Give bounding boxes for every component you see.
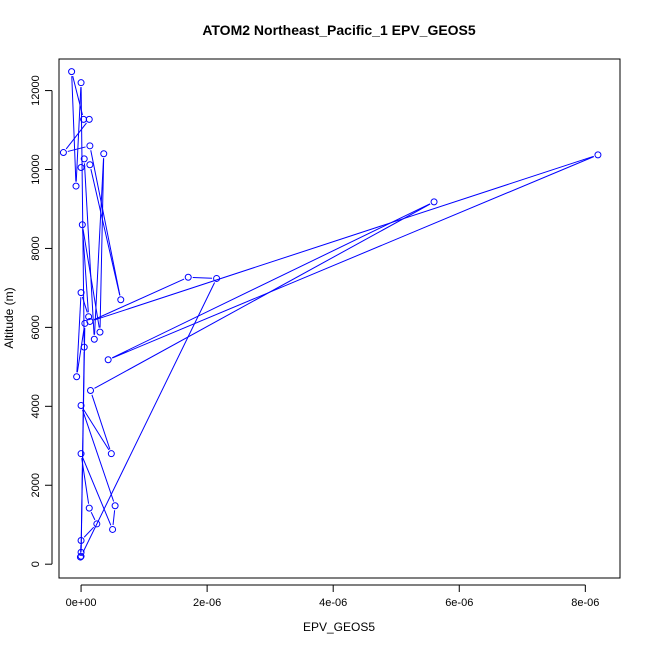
series-segment — [80, 351, 85, 548]
series-segment — [94, 155, 594, 321]
series-segment — [83, 163, 95, 335]
data-point — [81, 319, 89, 327]
series-segment — [81, 296, 88, 313]
data-point — [213, 274, 221, 282]
x-tick-label: 2e-06 — [193, 597, 221, 609]
plot-frame — [58, 58, 621, 579]
series-layer — [59, 68, 602, 561]
data-point — [90, 335, 98, 343]
data-point — [594, 151, 602, 159]
series-segment — [83, 409, 110, 451]
y-tick-label: 12000 — [30, 75, 42, 106]
x-tick-label: 6e-06 — [445, 597, 473, 609]
data-point — [184, 273, 192, 281]
data-point — [68, 68, 76, 76]
x-tick-label: 4e-06 — [319, 597, 347, 609]
data-point — [85, 313, 93, 321]
data-point — [86, 142, 94, 150]
data-point — [73, 373, 81, 381]
series-segment — [90, 169, 121, 296]
data-point — [72, 182, 80, 190]
series-segment — [80, 87, 85, 343]
data-point — [77, 289, 85, 297]
series-segment — [71, 76, 77, 182]
x-tick-label: 8e-06 — [571, 597, 599, 609]
data-point — [80, 115, 88, 123]
series-segment — [111, 203, 431, 359]
x-axis: 0e+00 2e-06 4e-06 6e-06 8e-06 — [66, 584, 599, 609]
series-segment — [192, 276, 213, 279]
series-segment — [90, 511, 96, 521]
data-point — [96, 328, 104, 336]
series-segment — [65, 122, 87, 150]
data-point — [93, 520, 101, 528]
series-segment — [75, 87, 82, 182]
data-point — [77, 552, 85, 560]
data-point — [85, 115, 93, 123]
data-point — [430, 198, 438, 206]
data-point — [87, 387, 95, 395]
data-point — [111, 502, 119, 510]
y-tick-label: 2000 — [30, 473, 42, 497]
data-point — [80, 343, 88, 351]
chart-title: ATOM2 Northeast_Pacific_1 EPV_GEOS5 — [202, 22, 476, 38]
data-point — [117, 296, 125, 304]
series-segment — [99, 158, 105, 328]
y-axis-label: Altitude (m) — [2, 287, 16, 348]
data-point — [77, 79, 85, 87]
data-point — [104, 356, 112, 364]
data-point — [59, 149, 67, 157]
series-segment — [112, 156, 594, 359]
data-point — [77, 402, 85, 410]
series-segment — [82, 409, 115, 502]
data-point — [109, 525, 117, 533]
series-segment — [94, 158, 105, 335]
data-point — [107, 450, 115, 458]
data-point — [78, 221, 86, 229]
series-segment — [82, 229, 89, 313]
y-tick-label: 4000 — [30, 394, 42, 418]
data-point — [77, 548, 85, 556]
data-point — [86, 161, 94, 169]
y-tick-label: 0 — [30, 561, 42, 567]
data-point — [77, 450, 85, 458]
data-point — [77, 164, 85, 172]
y-tick-label: 8000 — [30, 236, 42, 260]
series-segment — [82, 282, 216, 553]
series-segment — [82, 457, 112, 526]
series-segment — [91, 394, 111, 450]
y-axis: 0 2000 4000 6000 8000 10000 12000 — [30, 75, 53, 567]
y-tick-label: 10000 — [30, 154, 42, 185]
series-segment — [76, 327, 85, 373]
data-point — [85, 504, 93, 512]
x-axis-label: EPV_GEOS5 — [303, 620, 375, 634]
y-tick-label: 6000 — [30, 315, 42, 339]
x-tick-label: 0e+00 — [66, 597, 97, 609]
series-segment — [93, 278, 185, 321]
data-point — [77, 537, 85, 545]
data-point — [100, 150, 108, 158]
series-segment — [76, 297, 82, 373]
series-segment — [72, 75, 83, 116]
data-point — [76, 553, 84, 561]
series-segment — [90, 150, 121, 296]
series-segment — [112, 510, 116, 526]
data-point — [80, 155, 88, 163]
series-segment — [94, 203, 431, 389]
series-segment — [83, 526, 95, 538]
series-segment — [67, 146, 86, 152]
